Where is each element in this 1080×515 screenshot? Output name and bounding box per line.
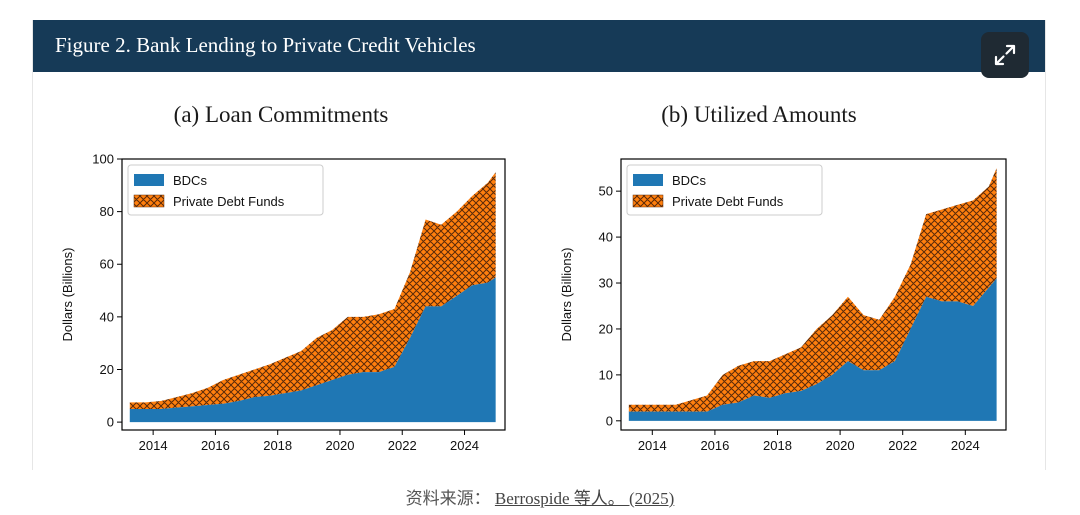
legend-swatch-private-debt-funds — [133, 194, 165, 208]
legend-label-bdcs: BDCs — [173, 173, 207, 188]
legend-box — [626, 164, 823, 216]
expand-button[interactable] — [981, 32, 1029, 78]
chart-loan-commitments: (a) Loan Commitments 2014 2016 2018 2020 2022… — [60, 102, 506, 453]
figure-caption: 资料来源： Berrospide 等人。 (2025) — [0, 484, 1080, 509]
area-bdcs — [628, 278, 997, 421]
x-tick-label: 2018 — [763, 438, 792, 453]
area-bdcs — [129, 277, 496, 423]
area-private-debt-funds — [628, 168, 997, 412]
x-tick-label: 2018 — [263, 438, 292, 453]
y-tick-label: 0 — [606, 413, 613, 428]
plot-frame — [121, 158, 506, 431]
y-tick-label: 20 — [599, 321, 613, 336]
y-tick-label: 20 — [100, 362, 114, 377]
legend-swatch-bdcs — [633, 174, 663, 186]
x-tick-label: 2014 — [638, 438, 667, 453]
caption-prefix: 资料来源： — [405, 489, 491, 508]
y-tick-label: 60 — [100, 257, 114, 272]
chart-title: (a) Loan Commitments — [174, 102, 389, 127]
x-tick-label: 2024 — [450, 438, 479, 453]
x-tick-label: 2020 — [826, 438, 855, 453]
y-axis-label: Dollars (Billions) — [60, 248, 75, 342]
x-tick-label: 2022 — [888, 438, 917, 453]
y-tick-label: 30 — [599, 276, 613, 291]
chart-title: (b) Utilized Amounts — [661, 102, 857, 127]
legend-label-bdcs: BDCs — [672, 173, 706, 188]
legend-swatch-bdcs — [134, 174, 164, 186]
y-tick-label: 50 — [599, 184, 613, 199]
y-axis-label: Dollars (Billions) — [559, 248, 574, 342]
x-tick-label: 2020 — [326, 438, 355, 453]
x-tick-label: 2016 — [700, 438, 729, 453]
legend-label-private-debt-funds: Private Debt Funds — [672, 194, 784, 209]
plot-frame — [620, 158, 1007, 431]
figure-header: Figure 2. Bank Lending to Private Credit… — [33, 20, 1045, 78]
y-tick-label: 40 — [599, 230, 613, 245]
x-tick-label: 2024 — [951, 438, 980, 453]
x-tick-label: 2014 — [139, 438, 168, 453]
x-tick-label: 2016 — [201, 438, 230, 453]
x-tick-label: 2022 — [388, 438, 417, 453]
legend-label-private-debt-funds: Private Debt Funds — [173, 194, 285, 209]
y-tick-label: 100 — [92, 152, 114, 167]
y-tick-label: 0 — [107, 415, 114, 430]
y-tick-label: 10 — [599, 367, 613, 382]
legend-swatch-private-debt-funds — [632, 194, 664, 208]
y-tick-label: 40 — [100, 309, 114, 324]
area-private-debt-funds — [129, 172, 496, 409]
chart-utilized-amounts: (b) Utilized Amounts 2014 2016 2018 2020 2022… — [559, 102, 1007, 453]
legend-box — [127, 164, 324, 216]
source-link[interactable]: Berrospide 等人。 (2025) — [494, 489, 675, 508]
expand-arrows-icon — [994, 44, 1016, 66]
y-tick-label: 80 — [100, 204, 114, 219]
figure-title: Figure 2. Bank Lending to Private Credit… — [55, 33, 476, 57]
